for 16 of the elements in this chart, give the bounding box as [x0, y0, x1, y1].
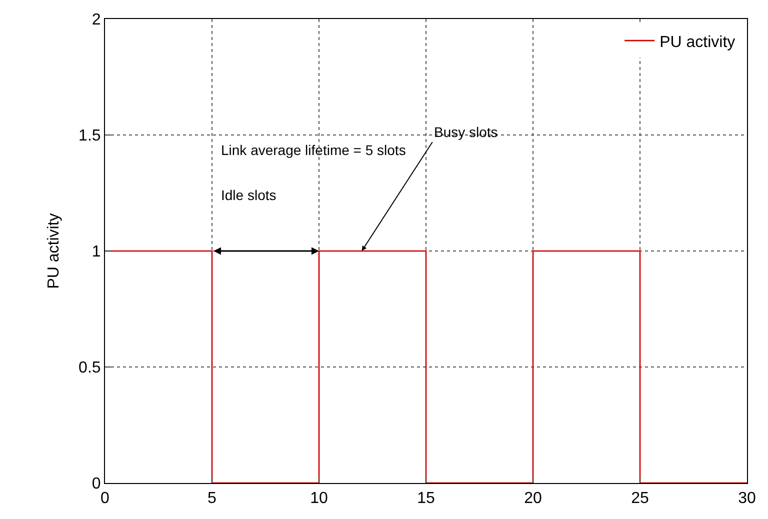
annotation: Link average lifetime = 5 slots — [221, 142, 406, 158]
x-tick-label: 15 — [417, 490, 435, 508]
y-axis-title: PU activity — [45, 213, 62, 289]
x-tick-label: 5 — [208, 490, 217, 508]
legend-label: PU activity — [660, 34, 736, 51]
y-tick-label: 0 — [92, 476, 101, 493]
y-tick-label: 2 — [92, 12, 101, 29]
x-tick-label: 10 — [310, 490, 328, 508]
annotation: Idle slots — [221, 187, 276, 203]
y-tick-label: 1.5 — [78, 128, 101, 145]
y-tick-label: 1 — [92, 244, 101, 261]
x-tick-label: 20 — [524, 490, 542, 508]
x-tick-label: 25 — [631, 490, 649, 508]
x-tick-label: 30 — [738, 490, 756, 508]
annotation: Busy slots — [434, 124, 498, 140]
y-tick-label: 0.5 — [78, 360, 101, 377]
